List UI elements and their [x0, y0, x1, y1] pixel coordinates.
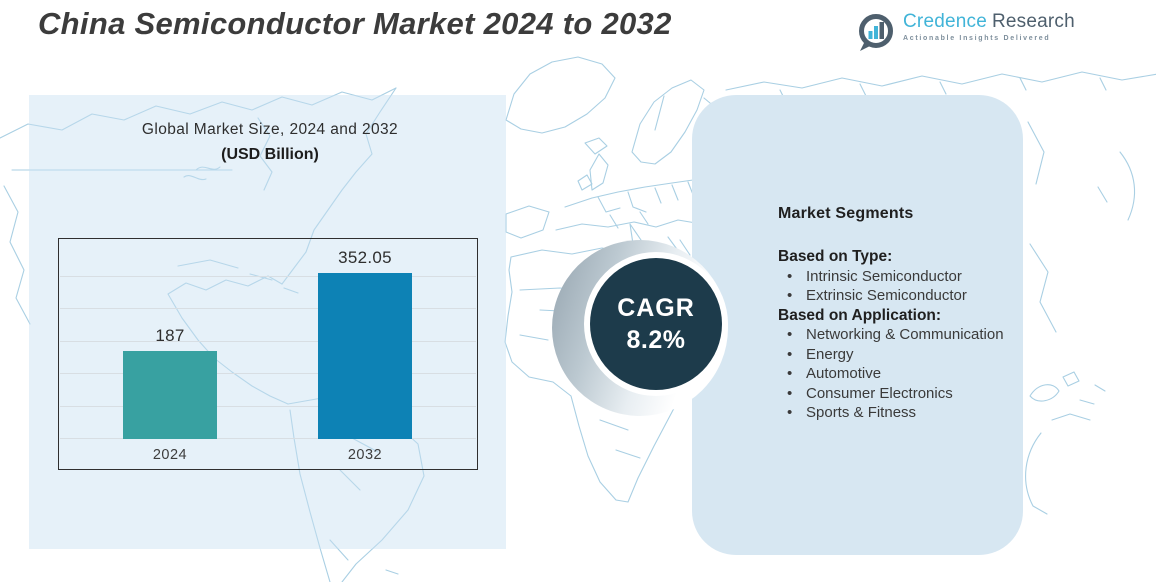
- segment-list: Intrinsic SemiconductorExtrinsic Semicon…: [778, 267, 1010, 306]
- market-segments-panel: Market Segments Based on Type: Intrinsic …: [778, 205, 1010, 423]
- bar-category-label: 2032: [347, 447, 383, 463]
- segment-group-title: Based on Type:: [778, 248, 893, 265]
- bar-category-label: 2024: [152, 447, 188, 463]
- segment-item: Networking & Communication: [778, 325, 1010, 345]
- segment-list: Networking & CommunicationEnergyAutomoti…: [778, 325, 1010, 423]
- gridline: [60, 438, 476, 439]
- gridline: [60, 276, 476, 277]
- segment-item: Intrinsic Semiconductor: [778, 267, 1010, 287]
- cagr-value: 8.2%: [626, 325, 686, 354]
- bar-chart: 187 2024 352.05 2032: [58, 238, 478, 470]
- bar-value-label: 352.05: [338, 248, 392, 267]
- cagr-label: CAGR: [617, 293, 695, 322]
- bar-group-2032: 352.05: [318, 248, 412, 439]
- segment-item: Consumer Electronics: [778, 384, 1010, 404]
- segment-item: Automotive: [778, 364, 1010, 384]
- segment-group-title: Based on Application:: [778, 306, 942, 324]
- chart-title-line2: (USD Billion): [221, 146, 319, 163]
- gridline: [60, 405, 476, 407]
- segment-item: Sports & Fitness: [778, 403, 1010, 423]
- chart-panel-background: [29, 95, 506, 549]
- gridline: [60, 340, 476, 342]
- segment-item: Extrinsic Semiconductor: [778, 286, 1010, 306]
- chart-title: Global Market Size, 2024 and 2032 (USD B…: [60, 121, 480, 164]
- logo-tagline: Actionable Insights Delivered: [903, 35, 1051, 42]
- gridline: [60, 308, 476, 310]
- segment-item: Energy: [778, 345, 1010, 365]
- credence-research-logo: Credence Research Actionable Insights Del…: [856, 12, 1075, 54]
- segments-heading: Market Segments: [778, 205, 914, 222]
- page-title: China Semiconductor Market 2024 to 2032: [38, 6, 672, 41]
- gridline: [60, 373, 476, 375]
- bar-2024: [123, 351, 217, 439]
- cagr-badge: CAGR 8.2%: [590, 258, 722, 390]
- bar-group-2024: 187: [123, 326, 217, 439]
- bar-value-label: 187: [155, 326, 185, 345]
- bar-2032: [318, 273, 412, 439]
- segments-groups: Based on Type: Intrinsic SemiconductorExt…: [778, 247, 1010, 423]
- chart-title-line1: Global Market Size, 2024 and 2032: [141, 121, 399, 138]
- logo-brand-name: Credence Research: [903, 11, 1075, 32]
- logo-chart-bubble-icon: [859, 14, 893, 51]
